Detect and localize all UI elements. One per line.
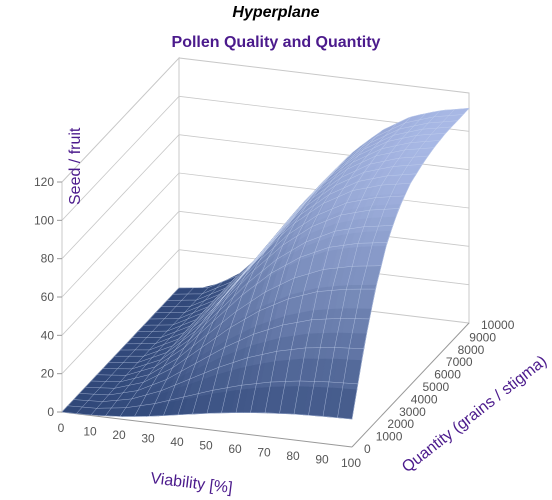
z-tick-label: 120: [34, 175, 54, 189]
y-tick-label: 9000: [469, 330, 496, 344]
z-tick-label: 100: [34, 213, 54, 227]
mesh-line-viability: [337, 109, 455, 418]
z-tick-label: 0: [47, 405, 54, 419]
z-tick-label: 80: [41, 252, 55, 266]
z-tick-label: 20: [41, 367, 55, 381]
mesh-line-viability: [322, 110, 441, 417]
mesh-line-viability: [250, 140, 368, 413]
x-tick-label: 20: [112, 428, 126, 442]
x-tick-label: 100: [341, 456, 361, 470]
x-tick-label: 80: [286, 449, 300, 463]
x-axis-line: [61, 411, 353, 448]
surface-mesh: [61, 108, 470, 420]
y-tick-label: 8000: [458, 343, 485, 357]
chart-subtitle: Pollen Quality and Quantity: [171, 34, 381, 51]
mesh-line-viability: [293, 116, 412, 415]
y-tick-label: 7000: [446, 355, 473, 369]
x-tick-label: 50: [199, 439, 213, 453]
x-axis-label: Viability [%]: [150, 470, 234, 497]
y-tick-label: 4000: [411, 392, 438, 406]
mesh-line-viability: [264, 130, 383, 413]
wall-gridline: [61, 95, 470, 221]
chart-title: Hyperplane: [232, 4, 320, 21]
x-tick-label: 60: [228, 442, 242, 456]
mesh-line-quantity: [178, 108, 470, 289]
mesh-line-quantity: [173, 114, 464, 295]
y-tick-label: 5000: [423, 380, 450, 394]
x-tick-label: 70: [257, 446, 271, 460]
x-tick-label: 10: [83, 425, 97, 439]
mesh-line-viability: [279, 123, 397, 414]
y-tick-label: 1000: [376, 430, 403, 444]
z-axis-label: Seed / fruit: [67, 127, 84, 205]
y-tick-label: 0: [364, 442, 371, 456]
x-tick-label: 40: [170, 435, 184, 449]
y-tick-label: 6000: [434, 368, 461, 382]
x-tick-label: 30: [141, 432, 155, 446]
mesh-line-quantity: [167, 120, 458, 301]
y-tick-label: 10000: [481, 318, 515, 332]
mesh-line-viability: [351, 108, 470, 420]
x-tick-label: 90: [315, 453, 329, 467]
mesh-line-viability: [308, 113, 426, 416]
y-tick-label: 3000: [399, 405, 426, 419]
y-tick-label: 2000: [387, 417, 414, 431]
y-axis-line: [351, 322, 470, 448]
mesh-line-quantity: [161, 126, 452, 307]
x-tick-label: 0: [58, 421, 65, 435]
z-tick-label: 60: [41, 290, 55, 304]
z-tick-label: 40: [41, 328, 55, 342]
mesh-line-quantity: [155, 132, 446, 314]
